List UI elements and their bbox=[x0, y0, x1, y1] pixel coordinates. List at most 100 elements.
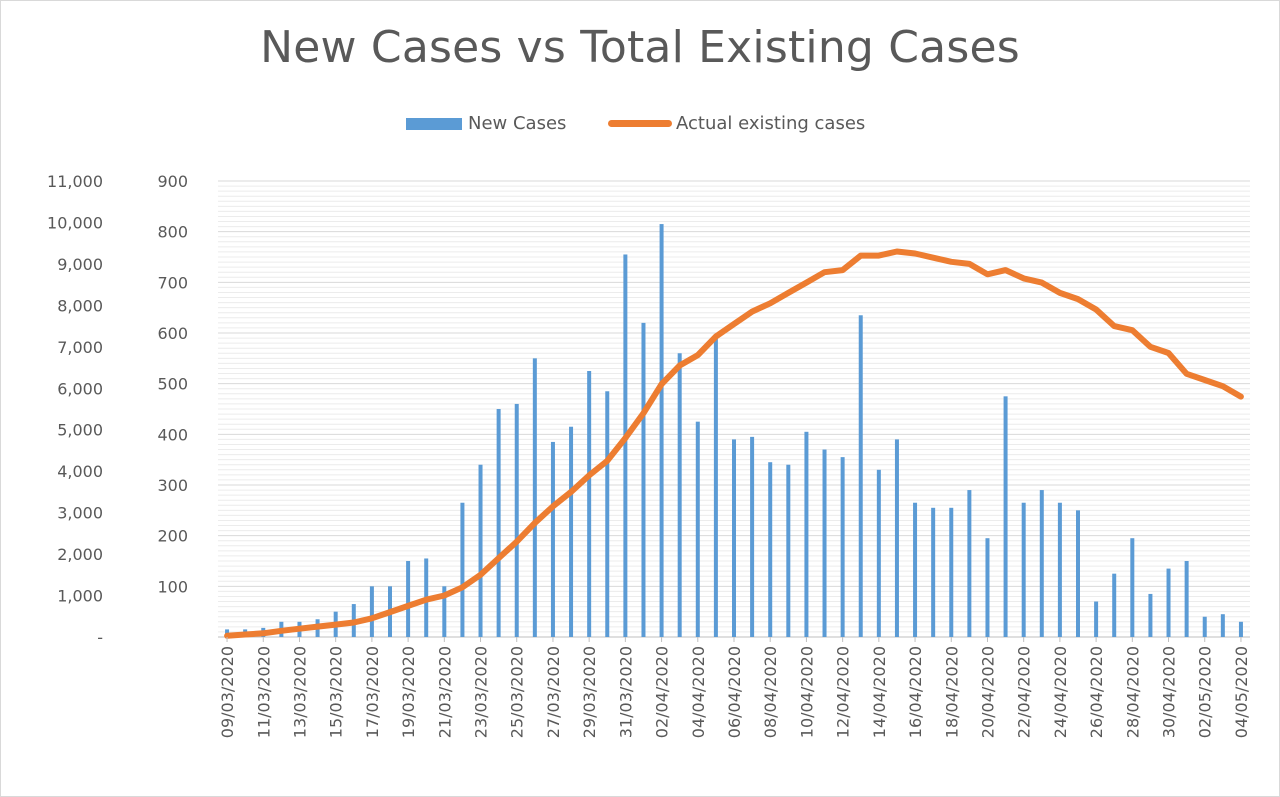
bar-new-cases bbox=[913, 502, 918, 637]
bar-new-cases bbox=[1130, 538, 1135, 637]
y-left-tick-label: 2,000 bbox=[57, 545, 103, 564]
bar-new-cases bbox=[496, 409, 501, 637]
bar-new-cases bbox=[587, 371, 592, 637]
y-left-tick-label: 5,000 bbox=[57, 421, 103, 440]
bar-new-cases bbox=[369, 586, 374, 637]
bar-new-cases bbox=[949, 507, 954, 637]
bar-new-cases bbox=[532, 358, 537, 637]
legend-label-existing-cases: Actual existing cases bbox=[676, 113, 866, 134]
x-tick-label: 15/03/2020 bbox=[327, 646, 346, 738]
y-right-tick-label: 600 bbox=[157, 324, 188, 343]
chart-legend: New Cases Actual existing cases bbox=[0, 113, 1280, 137]
x-tick-label: 24/04/2020 bbox=[1051, 646, 1070, 738]
x-tick-label: 02/04/2020 bbox=[653, 646, 672, 738]
bar-new-cases bbox=[1112, 573, 1117, 637]
bar-new-cases bbox=[768, 462, 773, 637]
x-tick-label: 28/04/2020 bbox=[1123, 646, 1142, 738]
y-right-tick-label: 200 bbox=[157, 527, 188, 546]
y-left-tick-label: 8,000 bbox=[57, 296, 103, 315]
x-tick-label: 04/05/2020 bbox=[1232, 646, 1251, 738]
bar-new-cases bbox=[695, 421, 700, 637]
bar-layer bbox=[225, 224, 1243, 638]
x-tick-label: 14/04/2020 bbox=[870, 646, 889, 738]
bar-new-cases bbox=[641, 322, 646, 637]
x-tick-label: 18/04/2020 bbox=[942, 646, 961, 738]
bar-new-cases bbox=[460, 502, 465, 637]
y-left-tick-label: 11,000 bbox=[47, 172, 103, 191]
x-axis: 09/03/2020 11/03/2020 13/03/2020 15/03/2020… bbox=[218, 637, 1251, 738]
line-layer bbox=[224, 248, 1244, 639]
y-left-tick-label: 10,000 bbox=[47, 213, 103, 232]
bar-new-cases bbox=[550, 441, 555, 637]
bar-new-cases bbox=[623, 254, 628, 637]
y-right-tick-label: 700 bbox=[157, 273, 188, 292]
line-existing-cases bbox=[224, 248, 1244, 639]
x-tick-label: 25/03/2020 bbox=[508, 646, 527, 738]
x-tick-label: 21/03/2020 bbox=[435, 646, 454, 738]
bar-new-cases bbox=[713, 338, 718, 637]
x-tick-label: 31/03/2020 bbox=[616, 646, 635, 738]
y-right-tick-label: 900 bbox=[157, 172, 188, 191]
bar-new-cases bbox=[786, 464, 791, 637]
x-tick-label: 12/04/2020 bbox=[834, 646, 853, 738]
bar-new-cases bbox=[822, 449, 827, 637]
x-tick-label: 30/04/2020 bbox=[1160, 646, 1179, 738]
bar-new-cases bbox=[1094, 601, 1099, 637]
bar-new-cases bbox=[442, 586, 447, 637]
bar-new-cases bbox=[1220, 614, 1225, 637]
y-left-tick-label: 7,000 bbox=[57, 338, 103, 357]
bar-new-cases bbox=[1021, 502, 1026, 637]
bar-new-cases bbox=[1039, 490, 1044, 637]
bar-new-cases bbox=[732, 439, 736, 637]
bar-new-cases bbox=[1202, 616, 1207, 637]
bar-new-cases bbox=[876, 469, 881, 637]
y-axis-right: 100 200 300 400 500 600 700 800 900 bbox=[157, 172, 188, 596]
bar-new-cases bbox=[1184, 561, 1189, 637]
x-tick-label: 10/04/2020 bbox=[797, 646, 816, 738]
x-tick-label: 04/04/2020 bbox=[689, 646, 708, 738]
x-tick-label: 20/04/2020 bbox=[979, 646, 998, 738]
x-tick-label: 26/04/2020 bbox=[1087, 646, 1106, 738]
bar-new-cases bbox=[478, 464, 483, 637]
bar-new-cases bbox=[569, 426, 574, 637]
y-axis-left: - 1,000 2,000 3,000 4,000 5,000 6,000 7,000 8,00… bbox=[47, 172, 103, 647]
bar-new-cases bbox=[840, 457, 845, 637]
bar-new-cases bbox=[406, 561, 411, 637]
x-tick-label: 02/05/2020 bbox=[1196, 646, 1215, 738]
x-tick-label: 22/04/2020 bbox=[1015, 646, 1034, 738]
bar-new-cases bbox=[1003, 396, 1008, 637]
bar-new-cases bbox=[1148, 593, 1153, 637]
y-left-tick-label: 6,000 bbox=[57, 379, 103, 398]
y-left-tick-label: 1,000 bbox=[57, 587, 103, 606]
y-right-tick-label: 100 bbox=[157, 577, 188, 596]
bar-new-cases bbox=[858, 315, 863, 637]
chart-title: New Cases vs Total Existing Cases bbox=[260, 22, 1020, 73]
x-tick-label: 16/04/2020 bbox=[906, 646, 925, 738]
legend-item-existing-cases: Actual existing cases bbox=[608, 113, 865, 134]
bar-new-cases bbox=[894, 439, 899, 637]
x-tick-label: 13/03/2020 bbox=[291, 646, 310, 738]
x-tick-label: 23/03/2020 bbox=[472, 646, 491, 738]
x-tick-label: 19/03/2020 bbox=[399, 646, 418, 738]
legend-swatch-bar bbox=[406, 117, 462, 130]
y-right-tick-label: 400 bbox=[157, 425, 188, 444]
y-right-tick-label: 500 bbox=[157, 375, 188, 394]
bar-new-cases bbox=[804, 431, 809, 637]
bar-new-cases bbox=[1076, 510, 1080, 637]
x-tick-label: 17/03/2020 bbox=[363, 646, 382, 738]
bar-new-cases bbox=[677, 353, 682, 637]
bar-new-cases bbox=[514, 403, 519, 637]
bar-new-cases bbox=[1057, 502, 1062, 637]
bar-new-cases bbox=[1238, 621, 1243, 637]
bar-new-cases bbox=[985, 538, 990, 637]
y-right-tick-label: 800 bbox=[157, 223, 188, 242]
y-left-tick-label: 9,000 bbox=[57, 255, 103, 274]
y-left-tick-label: 4,000 bbox=[57, 462, 103, 481]
x-tick-label: 29/03/2020 bbox=[580, 646, 599, 738]
x-tick-label: 08/04/2020 bbox=[761, 646, 780, 738]
bar-new-cases bbox=[967, 490, 972, 637]
y-left-tick-label: - bbox=[97, 628, 103, 647]
bar-new-cases bbox=[931, 507, 936, 637]
y-left-tick-label: 3,000 bbox=[57, 504, 103, 523]
